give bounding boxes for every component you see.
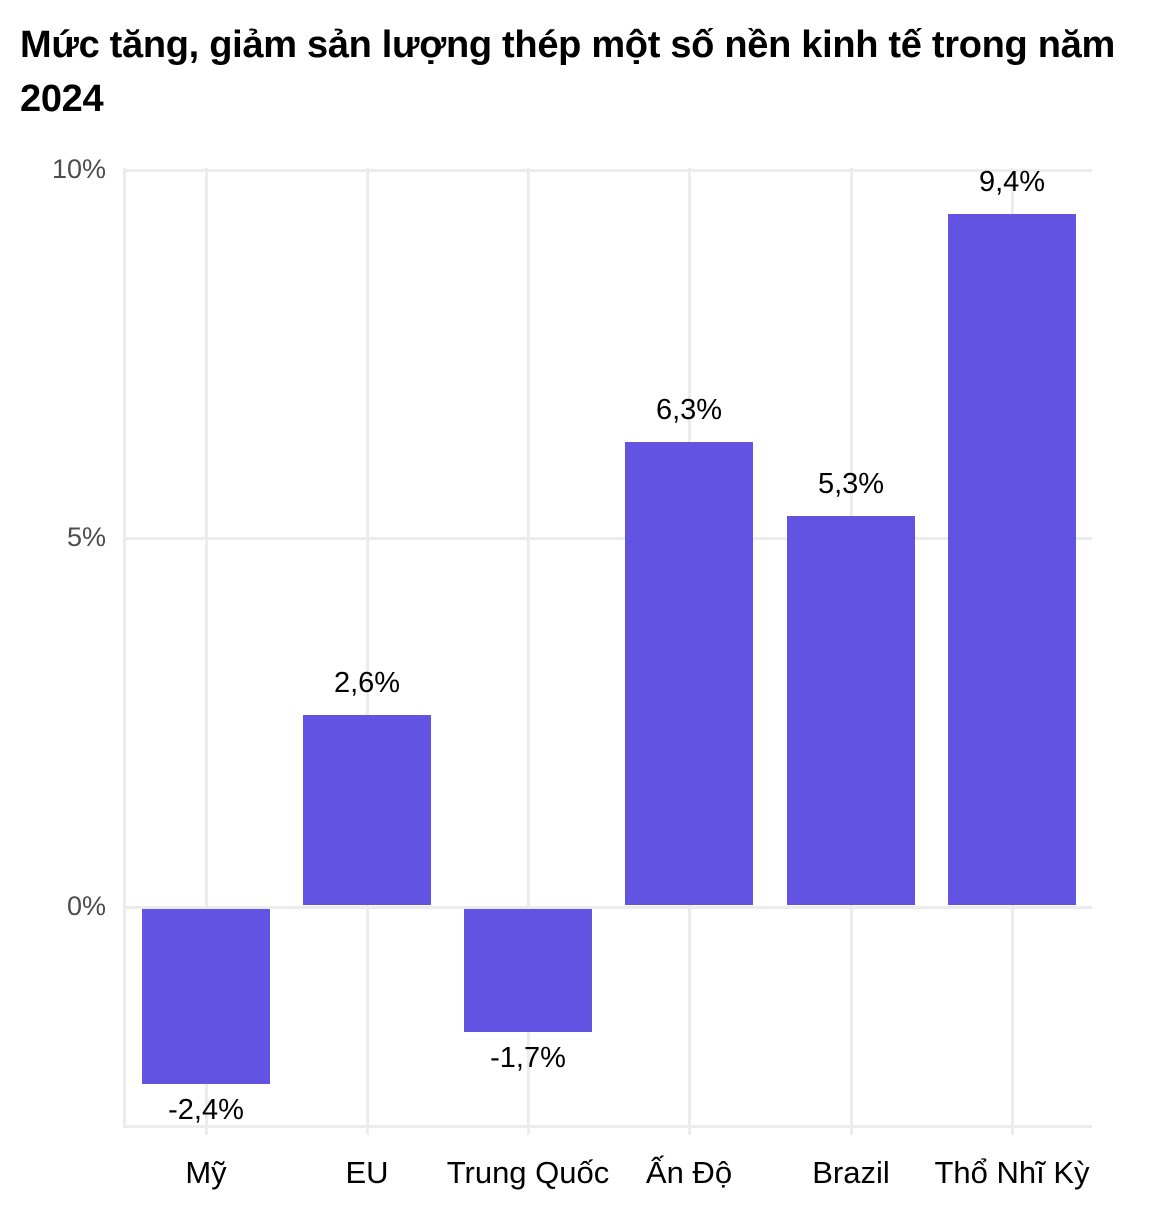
x-tick-label: Ấn Độ: [645, 1155, 733, 1190]
gridline-horizontal: [124, 168, 1092, 172]
bar-6: [948, 213, 1076, 905]
gridline-vertical: [366, 168, 369, 1135]
x-tick-label: Brazil: [812, 1155, 890, 1190]
x-tick-label: EU: [345, 1155, 389, 1190]
bar-2: [303, 715, 431, 905]
value-label: 6,3%: [655, 394, 723, 427]
gridline-horizontal: [124, 537, 1092, 541]
value-label: 5,3%: [817, 468, 885, 501]
chart-title: Mức tăng, giảm sản lượng thép một số nền…: [20, 24, 1115, 120]
y-tick-label: 0%: [66, 891, 106, 921]
gridline-vertical: [527, 168, 530, 1135]
value-label: -1,7%: [490, 1042, 566, 1075]
x-tick-label: Trung Quốc: [446, 1155, 610, 1190]
bar-4: [625, 442, 753, 905]
y-tick-label: 10%: [51, 153, 106, 184]
bar-1: [142, 909, 270, 1084]
x-tick-label: Mỹ: [185, 1155, 227, 1190]
y-tick-label: 5%: [66, 522, 106, 553]
value-label: 9,4%: [978, 165, 1046, 198]
bar-5: [787, 516, 915, 905]
axis-left-line: [123, 168, 126, 1128]
gridline-horizontal: [124, 906, 1092, 909]
axis-bottom-line: [124, 1125, 1092, 1128]
x-tick-label: Thổ Nhĩ Kỳ: [934, 1155, 1090, 1190]
value-label: 2,6%: [333, 667, 401, 700]
bar-3: [464, 909, 592, 1033]
value-label: -2,4%: [168, 1094, 244, 1126]
gridline-vertical: [205, 168, 208, 1135]
